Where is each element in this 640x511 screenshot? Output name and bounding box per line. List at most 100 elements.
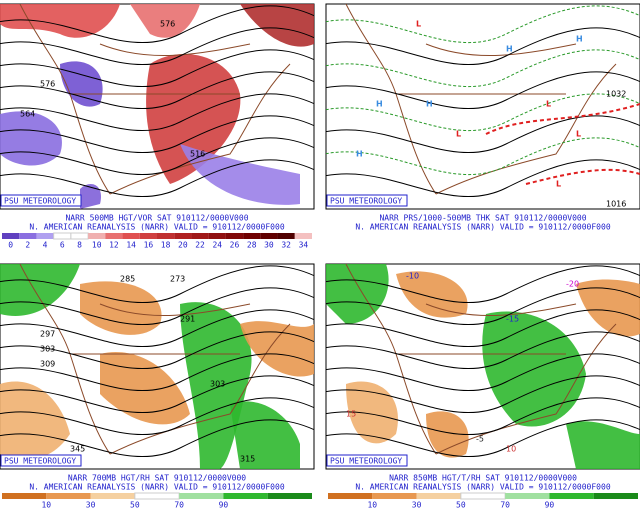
map-shift: 285 273 291 297 303 309 303 315 345 xyxy=(0,264,314,469)
colorbar-cell xyxy=(277,233,295,239)
colorbar-cell xyxy=(294,233,312,239)
map-label: 285 xyxy=(120,275,135,284)
badge: PSU METEOROLOGY xyxy=(4,197,76,206)
contour xyxy=(0,353,314,392)
map-panel: -10 -15 -20 15 -5 10 PSU METEOROLOGY NARR 850MB… xyxy=(325,263,640,510)
colorbar-cell xyxy=(223,493,268,499)
map-label: L xyxy=(556,180,561,189)
colorbar-cell xyxy=(328,493,373,499)
map-panel: 285 273 291 297 303 309 303 315 345 PSU METEOROLO… xyxy=(0,263,315,510)
map-shift: H H H H L L L L L H 1032 1016 xyxy=(326,4,640,209)
map-label: 309 xyxy=(40,360,55,369)
contour xyxy=(326,265,640,304)
colorbar-cell xyxy=(225,233,244,239)
colorbar-cell xyxy=(260,233,278,239)
colorbar-label: 70 xyxy=(174,501,184,510)
colorbar-label: 10 xyxy=(367,501,377,510)
colorbar-label: 50 xyxy=(456,501,466,510)
contour xyxy=(326,27,640,66)
subheader: N. AMERICAN REANALYSIS (NARR) VALID = 91… xyxy=(29,223,284,232)
map-area xyxy=(325,3,640,210)
colorbar-label: 14 xyxy=(126,241,136,250)
map-content: 576 564 576 516 xyxy=(0,4,314,209)
contour xyxy=(0,419,314,458)
colorbar-cell xyxy=(90,493,135,499)
colorbar-cell xyxy=(122,233,140,239)
map-label: H xyxy=(356,150,363,159)
contour xyxy=(326,375,640,414)
map-label: 576 xyxy=(40,80,55,89)
map-panel: 576 564 576 516 PSU METEOROLOGY NARR 500MB HG… xyxy=(0,3,315,250)
map-shift: -10 -15 -20 15 -5 10 xyxy=(326,264,640,469)
colorbar-cell xyxy=(88,233,106,239)
colorbar-cell xyxy=(105,233,123,239)
badge: PSU METEOROLOGY xyxy=(330,457,402,466)
colorbar-label: 24 xyxy=(212,241,222,250)
shaded-area xyxy=(0,381,70,460)
badge: PSU METEOROLOGY xyxy=(330,197,402,206)
shaded-area xyxy=(240,4,314,47)
contour xyxy=(0,375,314,414)
map-label: 273 xyxy=(170,275,185,284)
colorbar-label: 8 xyxy=(77,241,82,250)
shaded-area xyxy=(566,421,640,469)
map-label: H xyxy=(506,45,513,54)
shaded-area xyxy=(0,264,80,316)
contour xyxy=(0,265,314,304)
colorbar-cell xyxy=(460,492,506,500)
header: NARR 700MB HGT/RH SAT 910112/0000V000 xyxy=(68,474,246,483)
shaded-area xyxy=(326,264,389,324)
contour xyxy=(0,115,314,154)
shaded-area xyxy=(396,271,468,318)
contour xyxy=(326,419,640,458)
map-label: 315 xyxy=(240,455,255,464)
colorbar-label: 2 xyxy=(25,241,30,250)
map-label: L xyxy=(456,130,461,139)
contour xyxy=(326,331,640,370)
subheader: N. AMERICAN REANALYSIS (NARR) VALID = 91… xyxy=(355,223,610,232)
colorbar-label: 28 xyxy=(247,241,257,250)
map-label: 291 xyxy=(180,315,195,324)
shaded-area xyxy=(0,4,120,38)
colorbar-cell xyxy=(549,493,594,499)
colorbar-label: 10 xyxy=(92,241,102,250)
colorbar-cell xyxy=(267,493,312,499)
colorbar-label: 32 xyxy=(281,241,291,250)
map-label: L xyxy=(546,100,551,109)
colorbar-label: 6 xyxy=(60,241,65,250)
contour xyxy=(0,137,314,176)
contour xyxy=(0,49,314,88)
colorbar-cell xyxy=(593,493,638,499)
shaded-area xyxy=(576,279,640,337)
colorbar-label: 90 xyxy=(545,501,555,510)
map-label: L xyxy=(416,20,421,29)
contour xyxy=(0,287,314,326)
colorbar-label: 12 xyxy=(109,241,119,250)
colorbar-label: 26 xyxy=(230,241,240,250)
colorbar-label: 0 xyxy=(8,241,13,250)
map-label: 576 xyxy=(160,20,175,29)
contour xyxy=(0,309,314,348)
contour xyxy=(326,115,640,154)
contour xyxy=(0,93,314,132)
contour xyxy=(0,5,314,44)
map-label: 564 xyxy=(20,110,35,119)
subheader: N. AMERICAN REANALYSIS (NARR) VALID = 91… xyxy=(29,483,284,492)
colorbar-cell xyxy=(179,493,224,499)
colorbar-cell xyxy=(53,232,72,240)
map-label: 15 xyxy=(346,410,356,419)
colorbar-label: 30 xyxy=(412,501,422,510)
contour xyxy=(326,137,640,176)
colorbar-cell xyxy=(19,233,37,239)
map-label: 303 xyxy=(40,345,55,354)
shaded-area xyxy=(346,381,398,444)
header: NARR PRS/1000-500MB THK SAT 910112/0000V… xyxy=(379,214,586,223)
colorbar-cell xyxy=(372,493,417,499)
map-content: H H H H L L L L L H 1032 1016 xyxy=(326,4,640,209)
colorbar-label: 90 xyxy=(219,501,229,510)
map-label: -20 xyxy=(566,280,579,289)
colorbar-label: 22 xyxy=(195,241,205,250)
contour xyxy=(0,397,314,436)
map-label: L xyxy=(576,130,581,139)
